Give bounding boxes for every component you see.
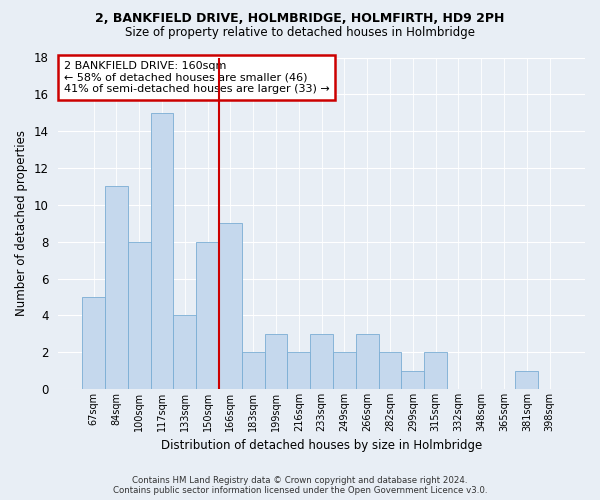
Bar — [379, 352, 401, 389]
Bar — [196, 242, 219, 389]
Bar — [173, 316, 196, 389]
Bar — [333, 352, 356, 389]
Bar — [82, 297, 105, 389]
Bar — [219, 224, 242, 389]
Bar — [265, 334, 287, 389]
Bar — [310, 334, 333, 389]
Bar — [105, 186, 128, 389]
Y-axis label: Number of detached properties: Number of detached properties — [15, 130, 28, 316]
Text: 2, BANKFIELD DRIVE, HOLMBRIDGE, HOLMFIRTH, HD9 2PH: 2, BANKFIELD DRIVE, HOLMBRIDGE, HOLMFIRT… — [95, 12, 505, 26]
Bar — [151, 113, 173, 389]
Text: Contains HM Land Registry data © Crown copyright and database right 2024.
Contai: Contains HM Land Registry data © Crown c… — [113, 476, 487, 495]
Bar — [515, 370, 538, 389]
Bar — [401, 370, 424, 389]
Text: Size of property relative to detached houses in Holmbridge: Size of property relative to detached ho… — [125, 26, 475, 39]
Bar — [242, 352, 265, 389]
Bar — [287, 352, 310, 389]
Bar — [128, 242, 151, 389]
Bar — [424, 352, 447, 389]
Bar — [356, 334, 379, 389]
Text: 2 BANKFIELD DRIVE: 160sqm
← 58% of detached houses are smaller (46)
41% of semi-: 2 BANKFIELD DRIVE: 160sqm ← 58% of detac… — [64, 61, 329, 94]
X-axis label: Distribution of detached houses by size in Holmbridge: Distribution of detached houses by size … — [161, 440, 482, 452]
